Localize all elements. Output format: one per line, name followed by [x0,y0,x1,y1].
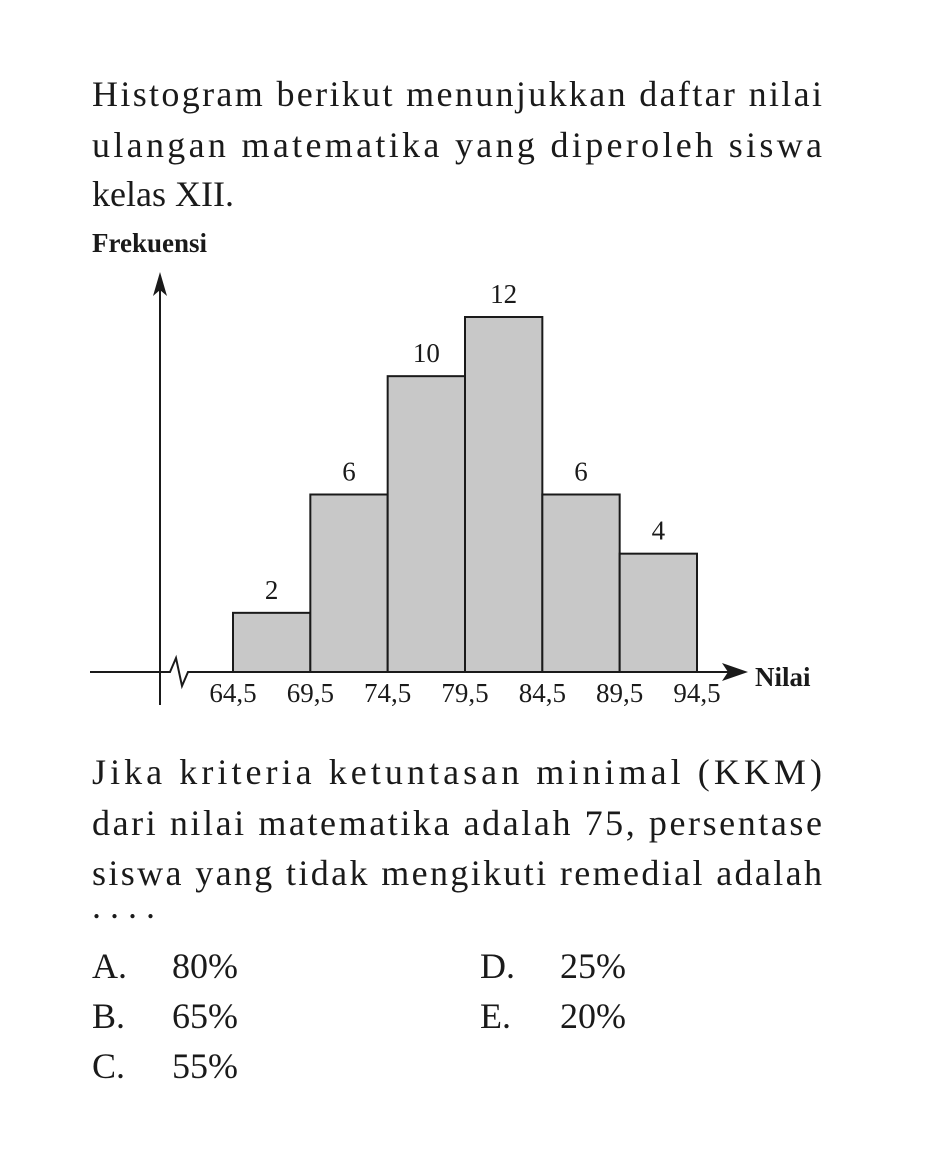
value-label: 12 [490,279,517,309]
x-tick-label: 84,5 [519,678,566,708]
x-tick-label: 89,5 [596,678,643,708]
option-text: 80% [172,946,238,986]
option-letter: B. [92,996,125,1036]
bar [232,611,312,673]
bar [464,316,544,673]
question-line: ulangan matematika yang diperoleh siswa [92,125,822,165]
option-text: 20% [560,996,626,1036]
x-arrow [722,663,748,681]
option-text: 55% [172,1046,238,1086]
x-tick-label: 94,5 [673,678,720,708]
bar [386,375,466,673]
x-tick-label: 69,5 [287,678,334,708]
option-text: 25% [560,946,626,986]
bar [309,493,389,673]
x-tick-label: 74,5 [364,678,411,708]
question-line: kelas XII. [92,174,234,214]
option-letter: E. [480,996,511,1036]
y-arrow [153,272,167,296]
value-label: 2 [265,575,279,605]
x-tick-label: 64,5 [209,678,256,708]
prompt-line: . . . . [92,886,155,926]
x-label: Nilai [755,662,811,692]
x-tick-label: 79,5 [441,678,488,708]
value-label: 6 [342,457,356,487]
question-line: Histogram berikut menunjukkan daftar nil… [92,74,822,114]
bar [541,493,621,673]
option-letter: A. [92,946,127,986]
value-label: 4 [652,516,666,546]
option-letter: C. [92,1046,125,1086]
prompt-line: siswa yang tidak mengikuti remedial adal… [92,853,822,893]
value-label: 6 [574,457,588,487]
bar [618,552,699,674]
value-label: 10 [413,338,440,368]
option-letter: D. [480,946,515,986]
option-text: 65% [172,996,238,1036]
y-label: Frekuensi [92,228,208,258]
